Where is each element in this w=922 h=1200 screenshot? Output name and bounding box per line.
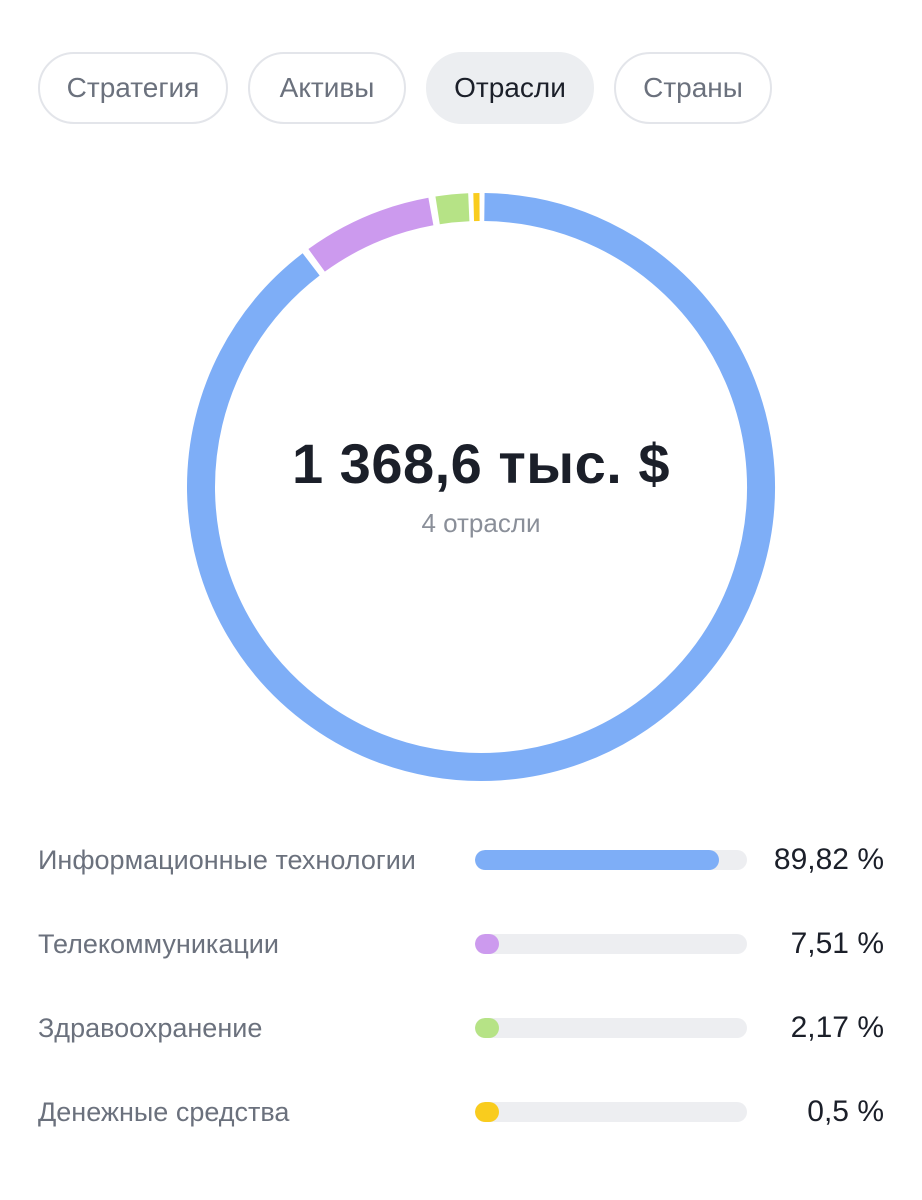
legend-bar-fill <box>475 934 499 954</box>
legend-bar-track <box>475 934 747 954</box>
segment-it[interactable] <box>187 193 775 781</box>
legend-bar-fill <box>475 1018 499 1038</box>
donut-svg <box>187 193 775 781</box>
tab-sectors[interactable]: Отрасли <box>426 52 594 124</box>
legend-bar-fill <box>475 850 720 870</box>
segment-healthcare[interactable] <box>435 193 470 225</box>
legend-label: Телекоммуникации <box>38 929 279 959</box>
legend-row-telecom[interactable]: Телекоммуникации 7,51 % <box>38 924 884 964</box>
legend-percent: 89,82 % <box>773 843 884 876</box>
legend-label: Здравоохранение <box>38 1013 263 1043</box>
legend-bar-track <box>475 1102 747 1122</box>
legend-label: Денежные средства <box>38 1097 290 1127</box>
legend-bar-track <box>475 1018 747 1038</box>
legend-bar-track <box>475 850 747 870</box>
legend-row-cash[interactable]: Денежные средства 0,5 % <box>38 1092 884 1132</box>
donut-center: 1 368,6 тыс. $ 4 отрасли <box>181 187 781 787</box>
legend-bar-fill <box>475 1102 499 1122</box>
legend-row-it[interactable]: Информационные технологии 89,82 % <box>38 840 884 880</box>
sector-count: 4 отрасли <box>421 508 541 538</box>
legend-percent: 7,51 % <box>790 927 884 960</box>
legend-row-healthcare[interactable]: Здравоохранение 2,17 % <box>38 1008 884 1048</box>
legend-percent: 0,5 % <box>807 1095 884 1128</box>
legend-label: Информационные технологии <box>38 845 416 875</box>
filter-tabs: Стратегия Активы Отрасли Страны <box>38 52 772 124</box>
tab-strategy[interactable]: Стратегия <box>38 52 228 124</box>
segment-telecom[interactable] <box>308 197 434 272</box>
tab-countries[interactable]: Страны <box>614 52 772 124</box>
portfolio-total: 1 368,6 тыс. $ <box>291 432 671 495</box>
legend-percent: 2,17 % <box>790 1011 884 1044</box>
sector-donut-chart: 1 368,6 тыс. $ 4 отрасли <box>181 187 781 787</box>
tab-assets[interactable]: Активы <box>248 52 406 124</box>
